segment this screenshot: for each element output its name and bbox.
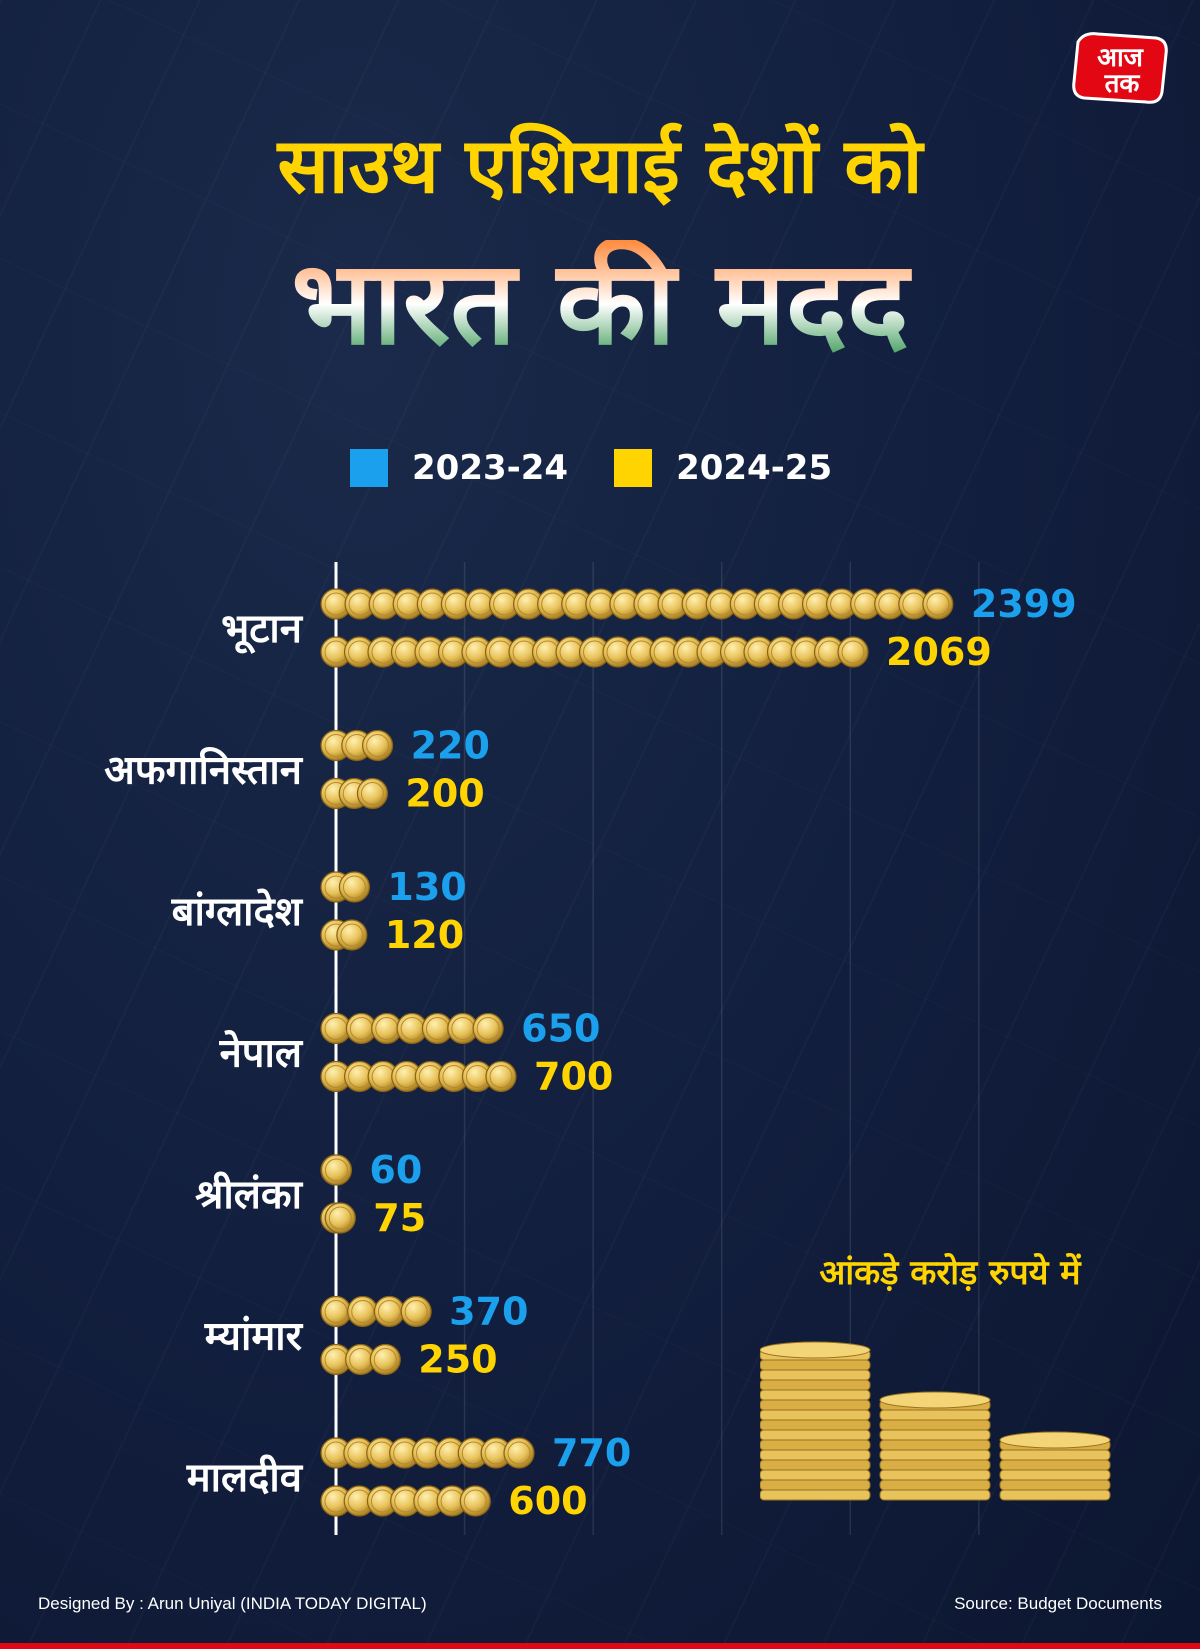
svg-text:तक: तक [1104,69,1141,99]
source-credit: Source: Budget Documents [954,1594,1162,1613]
bar-2024-25 [320,1060,517,1093]
legend-item-2023-24: 2023-24 [350,448,568,488]
legend: 2023-24 2024-25 [350,446,878,490]
svg-text:आज: आज [1097,43,1145,73]
bar-2023-24 [320,729,394,762]
bar-2024-25 [320,777,389,810]
value-label: 2399 [971,582,1077,626]
bar-2024-25 [320,636,869,668]
value-label: 370 [449,1290,528,1334]
designer-credit: Designed By : Arun Uniyal (INDIA TODAY D… [38,1594,427,1613]
title-line-1: साउथ एशियाई देशों को [277,121,923,210]
bars [320,588,954,1517]
value-label: 120 [385,913,464,957]
title-line-2: भारत की मदद [0,240,1200,368]
category-label: म्यांमार [204,1314,304,1360]
value-label: 650 [521,1007,600,1051]
legend-label: 2023-24 [412,448,569,488]
value-label: 60 [369,1148,422,1192]
bar-2023-24 [320,1012,504,1045]
value-label: 770 [552,1431,631,1475]
value-label: 220 [411,724,490,768]
bar-2023-24 [320,1295,432,1328]
bar-2023-24 [320,1437,535,1469]
value-label: 250 [418,1338,497,1382]
category-label: मालदीव [186,1454,304,1501]
category-label: भूटान [221,606,304,654]
bar-2024-25 [320,1485,491,1517]
category-label: नेपाल [219,1030,304,1077]
value-label: 600 [508,1479,587,1523]
bar-2023-24 [320,871,371,903]
value-label: 2069 [886,630,992,674]
category-label: श्रीलंका [195,1171,304,1218]
unit-note: आंकड़े करोड़ रुपये में [819,1253,1081,1293]
bar-2024-25 [320,1202,356,1234]
value-label: 200 [405,772,484,816]
category-label: बांग्लादेश [171,888,304,935]
legend-label: 2024-25 [676,448,833,488]
bar-2023-24 [320,1154,353,1186]
aajtak-logo: आज तक [1072,32,1168,104]
bar-2024-25 [320,919,368,951]
coin-stacks-illustration [760,1341,1111,1501]
category-label: अफगानिस्तान [104,747,304,794]
bar-2024-25 [320,1343,401,1376]
legend-swatch-blue [350,449,388,487]
value-label: 700 [534,1055,613,1099]
bar-2023-24 [320,588,954,620]
bottom-red-bar [0,1643,1200,1649]
legend-item-2024-25: 2024-25 [614,448,832,488]
value-label: 130 [387,865,466,909]
legend-swatch-yellow [614,449,653,487]
value-label: 75 [373,1196,426,1240]
